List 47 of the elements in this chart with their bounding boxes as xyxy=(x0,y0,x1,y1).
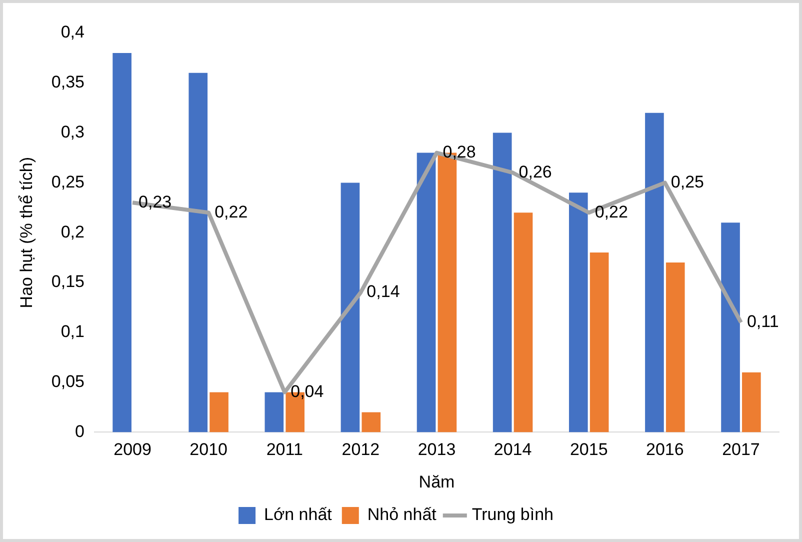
data-label: 0,25 xyxy=(670,172,704,192)
y-tick-label: 0,05 xyxy=(51,372,84,391)
data-label: 0,26 xyxy=(518,162,552,182)
bar xyxy=(210,392,228,432)
bar xyxy=(112,52,132,432)
bar xyxy=(666,262,685,432)
x-tick-label: 2017 xyxy=(722,440,760,460)
bar xyxy=(568,192,588,432)
y-tick-label: 0,25 xyxy=(51,172,84,192)
legend-label: Lớn nhất xyxy=(264,505,332,524)
bar xyxy=(645,112,664,432)
y-tick-label: 0,3 xyxy=(60,122,84,142)
x-tick-label: 2009 xyxy=(114,440,152,460)
x-tick-label: 2016 xyxy=(646,440,684,460)
data-label: 0,04 xyxy=(290,382,324,401)
legend-label: Nhỏ nhất xyxy=(367,505,437,524)
data-label: 0,28 xyxy=(442,142,476,162)
y-tick-label: 0,15 xyxy=(51,272,84,292)
x-tick-label: 2012 xyxy=(342,440,380,460)
bar xyxy=(362,412,381,432)
bar xyxy=(514,212,533,432)
bar xyxy=(742,372,761,432)
bar xyxy=(492,132,512,432)
x-tick-label: 2014 xyxy=(494,440,532,460)
bar xyxy=(188,72,208,432)
bar xyxy=(416,152,436,432)
data-label: 0,23 xyxy=(138,192,172,212)
y-tick-label: 0 xyxy=(75,422,84,441)
bar xyxy=(340,182,360,432)
bar xyxy=(264,392,284,432)
y-tick-label: 0,4 xyxy=(60,22,84,42)
y-tick-label: 0,1 xyxy=(60,322,84,342)
x-tick-label: 2010 xyxy=(190,440,228,460)
y-axis-title: Hao hụt (% thể tích) xyxy=(16,157,36,308)
bar xyxy=(721,222,740,432)
bar xyxy=(590,252,609,432)
y-tick-label: 0,35 xyxy=(51,72,84,92)
data-label: 0,22 xyxy=(594,202,628,222)
data-label: 0,11 xyxy=(746,312,779,332)
y-tick-label: 0,2 xyxy=(60,222,84,242)
x-tick-label: 2011 xyxy=(266,440,303,460)
legend-label: Trung bình xyxy=(472,505,554,524)
data-label: 0,22 xyxy=(214,202,248,222)
x-tick-label: 2013 xyxy=(418,440,456,460)
data-label: 0,14 xyxy=(366,282,400,302)
x-tick-label: 2015 xyxy=(570,440,608,460)
x-axis-title: Năm xyxy=(418,472,455,492)
